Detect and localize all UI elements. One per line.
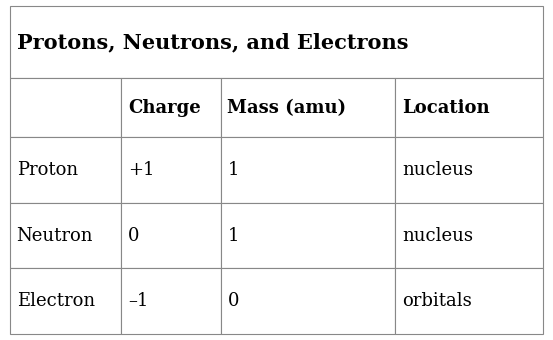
Text: Proton: Proton [17, 161, 78, 179]
Bar [395, 203, 543, 268]
Text: 0: 0 [128, 226, 139, 244]
Text: +1: +1 [128, 161, 154, 179]
Bar [221, 203, 395, 268]
Bar [395, 79, 543, 137]
Text: Mass (amu): Mass (amu) [227, 99, 347, 117]
Text: 0: 0 [227, 292, 239, 310]
Text: –1: –1 [128, 292, 148, 310]
Bar [221, 79, 395, 137]
Bar [10, 137, 122, 203]
Text: 1: 1 [227, 161, 239, 179]
Bar [221, 268, 395, 334]
Bar [122, 137, 221, 203]
Text: nucleus: nucleus [402, 226, 473, 244]
Bar [122, 268, 221, 334]
Text: nucleus: nucleus [402, 161, 473, 179]
Text: orbitals: orbitals [402, 292, 472, 310]
Bar [10, 6, 543, 79]
Bar [395, 137, 543, 203]
Bar [122, 203, 221, 268]
Bar [221, 137, 395, 203]
Text: 1: 1 [227, 226, 239, 244]
Text: Location: Location [402, 99, 490, 117]
Bar [10, 268, 122, 334]
Text: Electron: Electron [17, 292, 95, 310]
Text: Protons, Neutrons, and Electrons: Protons, Neutrons, and Electrons [17, 32, 408, 52]
Bar [395, 268, 543, 334]
Text: Neutron: Neutron [17, 226, 93, 244]
Bar [10, 79, 122, 137]
Bar [122, 79, 221, 137]
Bar [10, 203, 122, 268]
Text: Charge: Charge [128, 99, 201, 117]
